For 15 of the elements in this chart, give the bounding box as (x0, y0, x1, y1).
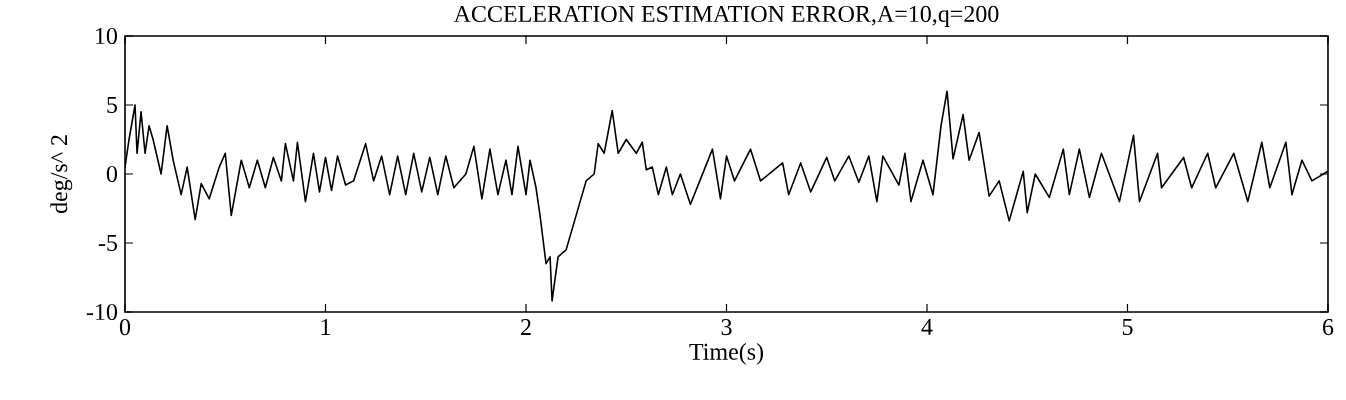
x-tick-label: 4 (921, 319, 933, 335)
x-tick-label: 6 (1323, 319, 1334, 336)
chart-title: ACCELERATION ESTIMATION ERROR,A=10,q=200 (453, 5, 999, 27)
x-tick-label: 0 (119, 319, 131, 336)
x-tick-label: 3 (721, 319, 732, 336)
x-axis-title: Time(s) (689, 342, 764, 365)
y-tick-label: 5 (107, 97, 118, 113)
x-tick-label: 2 (521, 319, 531, 335)
y-tick-label: 10 (96, 27, 118, 45)
y-axis-title: deg/s^ 2 (50, 135, 73, 214)
y-tick-label: 0 (106, 165, 118, 183)
y-tick-label: -5 (98, 235, 118, 251)
y-tick-label: -10 (86, 303, 118, 321)
x-tick-label: 5 (1122, 319, 1133, 335)
x-tick-label: 1 (321, 319, 331, 335)
